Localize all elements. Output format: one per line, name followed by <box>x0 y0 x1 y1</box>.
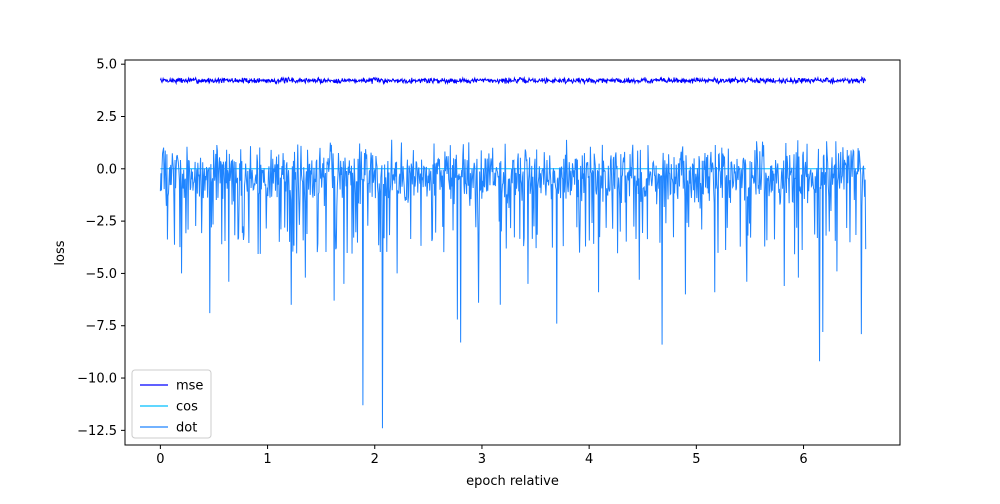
y-tick-label: 2.5 <box>96 110 117 125</box>
y-tick-label: −7.5 <box>85 319 117 334</box>
y-tick-label: −10.0 <box>77 372 117 387</box>
x-tick-label: 5 <box>692 452 700 467</box>
y-tick-label: −2.5 <box>85 215 117 230</box>
series-line-dot <box>159 139 867 429</box>
y-tick-label: 0.0 <box>96 162 117 177</box>
legend: mse cos dot <box>131 369 212 439</box>
y-axis: 5.0 2.5 0.0 −2.5 −5.0 −7.5 −10.0 −12.5 <box>77 58 125 439</box>
y-tick-label: −12.5 <box>77 424 117 439</box>
legend-label-cos: cos <box>176 400 198 415</box>
plot-frame <box>124 59 901 446</box>
legend-label-dot: dot <box>176 421 197 436</box>
y-axis-label: loss <box>53 240 68 265</box>
x-axis-label: epoch relative <box>466 474 559 489</box>
y-tick-label: −5.0 <box>85 267 117 282</box>
legend-label-mse: mse <box>176 379 203 394</box>
legend-box <box>131 369 212 439</box>
x-tick-label: 1 <box>263 452 271 467</box>
x-tick-label: 4 <box>585 452 593 467</box>
x-tick-label: 0 <box>156 452 164 467</box>
x-tick-label: 3 <box>478 452 486 467</box>
series-layer <box>159 75 867 429</box>
series-line-mse <box>159 75 867 86</box>
x-tick-label: 6 <box>799 452 807 467</box>
x-tick-label: 2 <box>371 452 379 467</box>
plot-background <box>125 60 900 445</box>
x-axis: 0 1 2 3 4 5 6 <box>156 445 808 467</box>
y-tick-label: 5.0 <box>96 58 117 73</box>
